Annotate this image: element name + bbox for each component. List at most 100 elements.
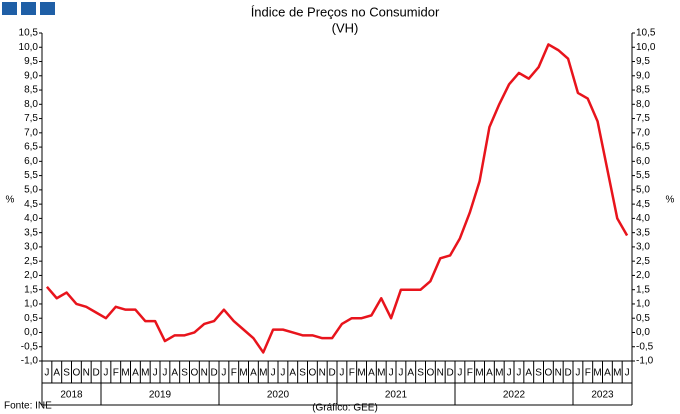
y-tick-label: 3,0 (24, 242, 38, 253)
x-tick-label: S (181, 368, 188, 379)
x-tick-label: D (446, 368, 453, 379)
x-tick-label: M (475, 368, 483, 379)
y-tick-label: 5,5 (24, 170, 38, 181)
y-tick-label: 6,5 (24, 142, 38, 153)
x-tick-label: J (44, 368, 49, 379)
x-tick-label: M (377, 368, 385, 379)
x-tick-label: D (564, 368, 571, 379)
logo-square (2, 2, 17, 15)
x-tick-label: S (535, 368, 542, 379)
x-tick-label: J (398, 368, 403, 379)
x-tick-label: O (427, 368, 435, 379)
source: Fonte: INE (4, 401, 52, 412)
x-tick-label: F (231, 368, 237, 379)
year-label: 2018 (60, 390, 83, 401)
x-tick-label: O (545, 368, 553, 379)
y-tick-label: 4,0 (24, 213, 38, 224)
x-tick-label: J (575, 368, 580, 379)
y-tick-label: 8,5 (24, 85, 38, 96)
year-label: 2022 (503, 390, 526, 401)
y-tick-label: 0,0 (24, 327, 38, 338)
x-tick-label: J (457, 368, 462, 379)
x-tick-label: D (92, 368, 99, 379)
x-tick-label: J (271, 368, 276, 379)
x-tick-label: A (289, 368, 296, 379)
x-tick-label: J (507, 368, 512, 379)
x-tick-label: M (239, 368, 247, 379)
y-tick-label: 4,5 (24, 199, 38, 210)
y2-axis-label: % (666, 195, 675, 206)
y2-tick-label: 4,0 (636, 213, 650, 224)
y2-tick-label: 4,5 (636, 199, 650, 210)
x-tick-label: A (132, 368, 139, 379)
y2-tick-label: 8,5 (636, 85, 650, 96)
x-tick-label: J (153, 368, 158, 379)
year-label: 2023 (591, 390, 614, 401)
y2-tick-label: 3,0 (636, 242, 650, 253)
y-tick-label: 2,5 (24, 256, 38, 267)
year-label: 2020 (267, 390, 290, 401)
y-tick-label: 2,0 (24, 270, 38, 281)
y-tick-label: 6,0 (24, 156, 38, 167)
x-tick-label: J (516, 368, 521, 379)
y-tick-label: -0,5 (21, 341, 39, 352)
x-tick-label: O (309, 368, 317, 379)
x-tick-label: N (555, 368, 562, 379)
y2-tick-label: 1,0 (636, 299, 650, 310)
x-tick-label: M (613, 368, 621, 379)
x-tick-label: J (162, 368, 167, 379)
x-tick-label: J (280, 368, 285, 379)
x-tick-label: O (73, 368, 81, 379)
x-tick-label: A (525, 368, 532, 379)
x-tick-label: A (368, 368, 375, 379)
x-tick-label: S (417, 368, 424, 379)
logo-square (40, 2, 55, 15)
y-axis-label: % (6, 195, 15, 206)
y2-tick-label: 6,5 (636, 142, 650, 153)
y2-tick-label: -1,0 (636, 356, 654, 367)
x-tick-label: A (604, 368, 611, 379)
y2-tick-label: 2,5 (636, 256, 650, 267)
line (45, 43, 629, 354)
x-tick-label: N (201, 368, 208, 379)
y2-tick-label: 7,5 (636, 113, 650, 124)
logo-square (21, 2, 36, 15)
x-tick-label: M (121, 368, 129, 379)
x-tick-label: N (83, 368, 90, 379)
x-tick-label: N (437, 368, 444, 379)
y2-tick-label: 10,0 (636, 42, 656, 53)
y-tick-label: 1,5 (24, 284, 38, 295)
y-tick-label: 7,5 (24, 113, 38, 124)
y2-tick-label: 5,0 (636, 185, 650, 196)
y2-tick-label: 2,0 (636, 270, 650, 281)
x-tick-label: F (467, 368, 473, 379)
chart-subtitle: (VH) (332, 20, 359, 35)
y-tick-label: -1,0 (21, 356, 39, 367)
year-label: 2021 (385, 390, 408, 401)
y-tick-label: 7,0 (24, 127, 38, 138)
y-tick-label: 0,5 (24, 313, 38, 324)
x-tick-label: A (53, 368, 60, 379)
x-tick-label: A (407, 368, 414, 379)
x-tick-label: M (259, 368, 267, 379)
x-tick-label: M (593, 368, 601, 379)
x-tick-label: F (585, 368, 591, 379)
chart-title: Índice de Preços no Consumidor (251, 4, 440, 19)
y2-tick-label: 8,0 (636, 99, 650, 110)
credit: (Gráfico: GEE) (312, 403, 378, 414)
y-tick-label: 9,0 (24, 70, 38, 81)
y-tick-label: 10,5 (19, 28, 39, 39)
x-tick-label: F (113, 368, 119, 379)
y2-tick-label: 6,0 (636, 156, 650, 167)
x-tick-label: S (299, 368, 306, 379)
x-tick-label: D (210, 368, 217, 379)
x-tick-label: J (221, 368, 226, 379)
y2-tick-label: 0,0 (636, 327, 650, 338)
x-tick-label: J (103, 368, 108, 379)
y-tick-label: 10,0 (19, 42, 39, 53)
x-tick-label: M (141, 368, 149, 379)
x-tick-label: M (357, 368, 365, 379)
y-tick-label: 5,0 (24, 185, 38, 196)
y2-tick-label: -0,5 (636, 341, 654, 352)
